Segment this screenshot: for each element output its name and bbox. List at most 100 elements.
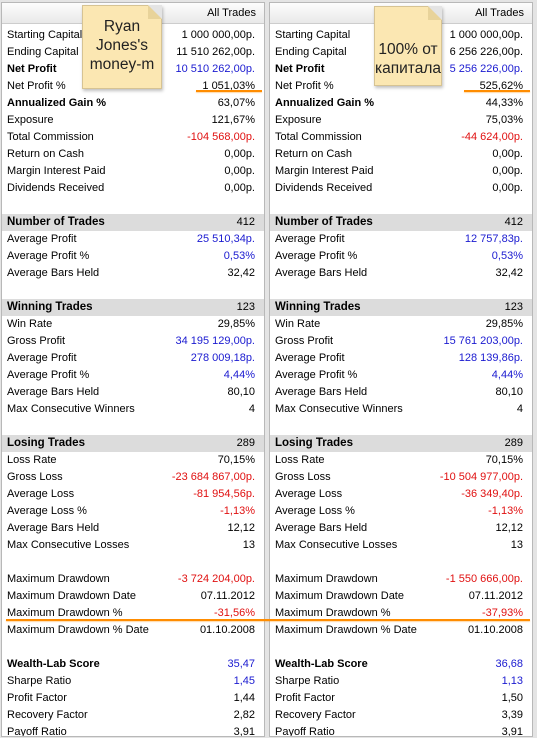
stat-value: 11 510 262,00р. <box>176 46 255 58</box>
stat-label: Gross Loss <box>275 471 331 483</box>
stat-label: Starting Capital <box>7 29 83 41</box>
stat-label: Recovery Factor <box>7 709 88 721</box>
stat-row-maximum-drawdown: Maximum Drawdown -3 724 204,00р. <box>2 571 264 588</box>
stat-row-max-consecutive-winners: Max Consecutive Winners 4 <box>270 401 532 418</box>
spacer-row <box>2 418 264 435</box>
section-row-number-of-trades: Number of Trades 412 <box>2 214 264 231</box>
stat-row-net-profit: Net Profit 10 510 262,00р. <box>2 61 264 78</box>
results-panel-left: All Trades Starting Capital 1 000 000,00р… <box>1 2 265 737</box>
stat-label: Maximum Drawdown % <box>7 607 123 619</box>
stat-value: 29,85% <box>217 318 255 330</box>
section-row-winning-trades: Winning Trades 123 <box>270 299 532 316</box>
spacer-row <box>2 197 264 214</box>
stat-label: Gross Profit <box>7 335 66 347</box>
stat-value: -104 568,00р. <box>187 131 255 143</box>
stat-label: Maximum Drawdown Date <box>275 590 404 602</box>
stat-label: Average Profit <box>7 352 77 364</box>
spacer-row <box>270 282 532 299</box>
stat-value: -3 724 204,00р. <box>177 573 255 585</box>
stat-label: Annualized Gain % <box>275 97 375 109</box>
stat-row-loss-rate: Loss Rate 70,15% <box>270 452 532 469</box>
stat-row-average-loss: Average Loss -36 349,40р. <box>270 486 532 503</box>
stat-row-average-bars-held: Average Bars Held 12,12 <box>2 520 264 537</box>
stat-label: Losing Trades <box>275 437 353 449</box>
stat-label: Average Loss % <box>275 505 355 517</box>
stat-row-return-on-cash: Return on Cash 0,00р. <box>270 146 532 163</box>
stat-label: Loss Rate <box>7 454 57 466</box>
stat-label: Average Loss <box>275 488 343 500</box>
stat-row-payoff-ratio: Payoff Ratio 3,91 <box>2 724 264 736</box>
stat-label: Maximum Drawdown % Date <box>7 624 149 636</box>
stat-label: Average Bars Held <box>7 267 100 279</box>
stat-row-margin-interest-paid: Margin Interest Paid 0,00р. <box>2 163 264 180</box>
stat-label: Total Commission <box>7 131 94 143</box>
sticky-note-right: 100% от капитала <box>374 6 442 86</box>
stat-row-average-loss-pct: Average Loss % -1,13% <box>270 503 532 520</box>
stat-row-starting-capital: Starting Capital 1 000 000,00р. <box>270 27 532 44</box>
stat-row-annualized-gain-pct: Annualized Gain % 44,33% <box>270 95 532 112</box>
stat-value: -37,93% <box>482 607 523 619</box>
stat-value: 63,07% <box>217 97 255 109</box>
stat-row-exposure: Exposure 75,03% <box>270 112 532 129</box>
stat-value: 10 510 262,00р. <box>175 63 255 75</box>
stat-label: Gross Profit <box>275 335 334 347</box>
stat-value: -10 504 977,00р. <box>439 471 523 483</box>
stat-row-total-commission: Total Commission -44 624,00р. <box>270 129 532 146</box>
stat-label: Maximum Drawdown <box>7 573 110 585</box>
stat-row-average-profit-pct: Average Profit % 4,44% <box>2 367 264 384</box>
stat-value: -44 624,00р. <box>461 131 523 143</box>
stat-label: Net Profit % <box>275 80 334 92</box>
stat-label: Average Bars Held <box>275 386 368 398</box>
stat-row-annualized-gain-pct: Annualized Gain % 63,07% <box>2 95 264 112</box>
stat-value: 01.10.2008 <box>199 624 255 636</box>
stat-value: 0,00р. <box>224 165 255 177</box>
stat-label: Maximum Drawdown Date <box>7 590 136 602</box>
stat-label: Starting Capital <box>275 29 351 41</box>
spacer-row <box>2 282 264 299</box>
stat-value: 13 <box>242 539 255 551</box>
stat-row-max-consecutive-winners: Max Consecutive Winners 4 <box>2 401 264 418</box>
stat-row-win-rate: Win Rate 29,85% <box>2 316 264 333</box>
stat-label: Average Profit % <box>275 250 358 262</box>
stat-row-dividends-received: Dividends Received 0,00р. <box>270 180 532 197</box>
stat-label: Average Loss <box>7 488 75 500</box>
stat-value: 70,15% <box>217 454 255 466</box>
stat-label: Losing Trades <box>7 437 85 449</box>
stat-value: 2,82 <box>233 709 255 721</box>
stat-label: Annualized Gain % <box>7 97 107 109</box>
stat-value: 32,42 <box>227 267 255 279</box>
note-line: капитала <box>375 60 442 77</box>
stat-row-average-bars-held: Average Bars Held 80,10 <box>2 384 264 401</box>
stat-value: 1,50 <box>501 692 523 704</box>
stat-label: Average Bars Held <box>275 522 368 534</box>
stat-value: -36 349,40р. <box>461 488 523 500</box>
results-panel-right: All Trades Starting Capital 1 000 000,00р… <box>269 2 533 737</box>
note-fold <box>148 5 162 19</box>
stat-label: Winning Trades <box>7 301 93 313</box>
stat-label: Profit Factor <box>7 692 67 704</box>
section-row-winning-trades: Winning Trades 123 <box>2 299 264 316</box>
stat-value: 412 <box>504 216 523 228</box>
stat-value: 4,44% <box>223 369 255 381</box>
stat-label: Max Consecutive Losses <box>275 539 398 551</box>
stat-value: 70,15% <box>485 454 523 466</box>
stat-label: Wealth-Lab Score <box>275 658 368 670</box>
stat-row-max-consecutive-losses: Max Consecutive Losses 13 <box>270 537 532 554</box>
stat-row-profit-factor: Profit Factor 1,50 <box>270 690 532 707</box>
stat-value: 0,53% <box>491 250 523 262</box>
stat-row-maximum-drawdown-pct: Maximum Drawdown % -31,56% <box>2 605 264 622</box>
stat-value: 6 256 226,00р. <box>449 46 523 58</box>
stat-value: 36,68 <box>495 658 523 670</box>
stat-value: 80,10 <box>227 386 255 398</box>
note-line: Ryan <box>103 18 141 35</box>
stat-row-maximum-drawdown-pct: Maximum Drawdown % -37,93% <box>270 605 532 622</box>
section-row-number-of-trades: Number of Trades 412 <box>270 214 532 231</box>
stat-label: Wealth-Lab Score <box>7 658 100 670</box>
stat-label: Average Profit % <box>7 250 90 262</box>
stat-value: 3,91 <box>501 726 523 737</box>
stat-row-maximum-drawdown: Maximum Drawdown -1 550 666,00р. <box>270 571 532 588</box>
stat-label: Ending Capital <box>275 46 347 58</box>
stat-value: -1 550 666,00р. <box>445 573 523 585</box>
stat-value: 07.11.2012 <box>200 590 255 602</box>
highlight-max-drawdown-pct <box>6 619 530 621</box>
